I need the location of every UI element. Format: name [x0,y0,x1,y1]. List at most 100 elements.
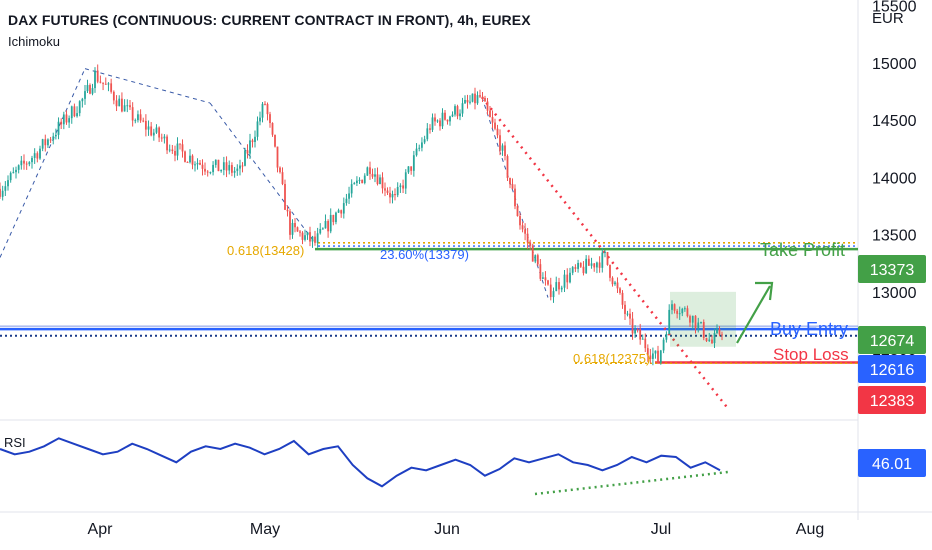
candle-body [191,155,194,165]
price-tag[interactable] [858,326,926,354]
candle-body [239,165,241,169]
candle-body [702,321,705,338]
candle-body [657,350,659,363]
candle-body [112,91,115,101]
candle-body [236,168,239,171]
rsi-line [0,437,721,488]
candle-body [231,165,233,173]
candle-body [353,183,356,185]
candle-body [394,193,396,196]
candle-body [131,107,134,121]
candle-body [94,70,96,89]
candle-body [171,149,174,151]
candle-body [76,113,78,117]
candle-body [137,114,139,121]
candle-body [407,166,410,173]
y-tick-label[interactable]: 15000 [872,56,917,73]
swing-line [84,68,211,104]
candle-body [296,227,299,232]
candle-body [384,188,386,191]
candle-body [244,150,246,166]
price-tag[interactable] [858,355,926,383]
candle-body [369,167,371,174]
candle-body [516,206,519,217]
candle-body [496,128,499,136]
time-axis[interactable]: Apr May Jun Jul Aug [88,521,825,538]
candle-body [436,120,439,122]
price-tag[interactable] [858,255,926,283]
candle-body [276,146,279,168]
candle-body [569,272,571,283]
candle-body [479,95,481,97]
candle-body [142,120,145,122]
indicator-label[interactable]: Ichimoku [8,34,61,49]
x-tick-label[interactable]: May [250,521,280,538]
candle-body [15,169,17,173]
candle-body [84,91,86,99]
candle-body [426,128,429,140]
candle-body [639,329,642,340]
candle-body [299,231,301,233]
candle-body [259,117,261,122]
candle-body [585,258,588,274]
downtrend-line [481,96,729,410]
candle-body [47,139,49,146]
candle-body [20,160,23,166]
y-tick-label[interactable]: 14500 [872,113,917,130]
candle-body [184,151,186,162]
candle-body [321,228,324,230]
candle-body [118,98,121,107]
y-tick-label[interactable]: 15500 [872,0,917,16]
candle-body [636,328,639,330]
candle-body [266,104,269,115]
up-arrow-head [755,281,774,301]
candle-body [228,165,231,171]
candle-body [304,235,306,240]
candle-body [271,123,274,135]
candle-body [269,114,271,124]
candle-body [68,118,71,123]
y-tick-label[interactable]: 13000 [872,285,917,302]
price-axis[interactable]: 1200012500130001350014000145001500015500… [858,0,926,477]
candle-body [439,120,441,127]
price-candles [0,64,723,366]
y-tick-label[interactable]: 14000 [872,170,917,187]
candle-body [499,135,501,151]
candle-body [81,98,84,102]
candle-body [547,280,549,285]
candle-body [254,136,256,143]
candle-body [70,106,73,119]
candle-body [686,308,689,317]
candle-body [358,179,361,181]
candle-body [28,162,31,165]
candle-body [694,315,697,329]
x-tick-label[interactable]: Jul [651,521,671,538]
candle-body [441,112,444,127]
x-tick-label[interactable]: Apr [88,521,114,538]
candle-body [446,119,449,122]
candle-body [444,112,446,120]
x-tick-label[interactable]: Aug [796,521,824,538]
price-tag[interactable] [858,386,926,414]
candle-body [139,114,142,121]
candle-body [261,103,264,118]
candle-body [509,177,511,185]
candle-body [65,114,68,123]
candle-body [659,350,662,363]
candle-body [49,139,52,141]
fib-mid-label: 23.60%(13379) [380,247,469,262]
candle-body [711,339,713,344]
candle-body [593,263,596,268]
x-tick-label[interactable]: Jun [434,521,460,538]
candle-body [217,159,220,172]
candle-body [519,216,521,226]
candle-body [621,292,624,305]
candle-body [279,167,281,173]
candle-body [104,83,107,85]
y-tick-label[interactable]: 13500 [872,228,917,245]
candle-body [491,117,494,123]
candle-body [571,267,574,273]
candle-body [52,136,55,141]
candle-body [376,174,379,185]
